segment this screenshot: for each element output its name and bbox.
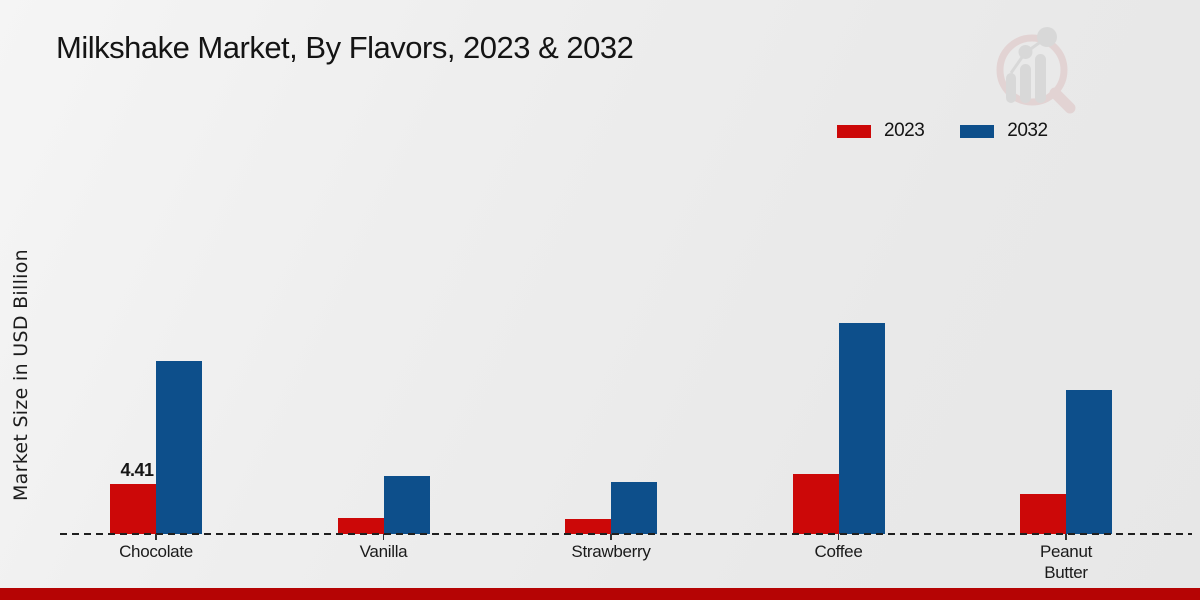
x-axis-category-label: Vanilla [359,542,408,561]
legend-swatch-2023 [837,124,871,138]
legend-label-2023: 2023 [884,120,925,141]
bar-2032-strawberry [611,482,657,534]
bar-value-label: 4.41 [120,459,154,480]
x-axis-tick [382,534,385,540]
bar-2023-coffee [792,473,839,534]
bar-2032-vanilla [383,475,430,534]
bar-2032-peanut-butter [1066,389,1112,534]
bar-2023-chocolate [110,483,156,534]
bar-2032-chocolate [156,360,202,534]
x-axis-category-label: Strawberry [571,542,651,561]
bar-2023-vanilla [337,518,384,534]
x-axis-tick [610,534,612,540]
x-axis-tick [1065,534,1067,540]
footer-accent-bar [0,588,1200,600]
legend-item-2032: 2032 [960,120,1048,142]
magnifier-bar-chart-watermark-icon [996,27,1076,114]
bar-2032-coffee [838,323,885,534]
x-axis-category-label: Peanut Butter [1039,542,1093,583]
x-axis-tick [155,534,157,540]
x-axis-baseline [60,533,1192,535]
chart-title: Milkshake Market, By Flavors, 2023 & 203… [56,30,634,65]
bar-2023-peanut-butter [1020,493,1066,534]
legend-label-2032: 2032 [1007,120,1048,141]
x-axis-category-label: Coffee [814,542,863,561]
x-axis-category-label: Chocolate [119,542,193,561]
legend-swatch-2032 [960,124,995,138]
legend-item-2023: 2023 [837,120,925,142]
x-axis-tick [837,534,840,540]
bar-2023-strawberry [565,519,611,534]
legend: 2023 2032 [837,120,1048,142]
